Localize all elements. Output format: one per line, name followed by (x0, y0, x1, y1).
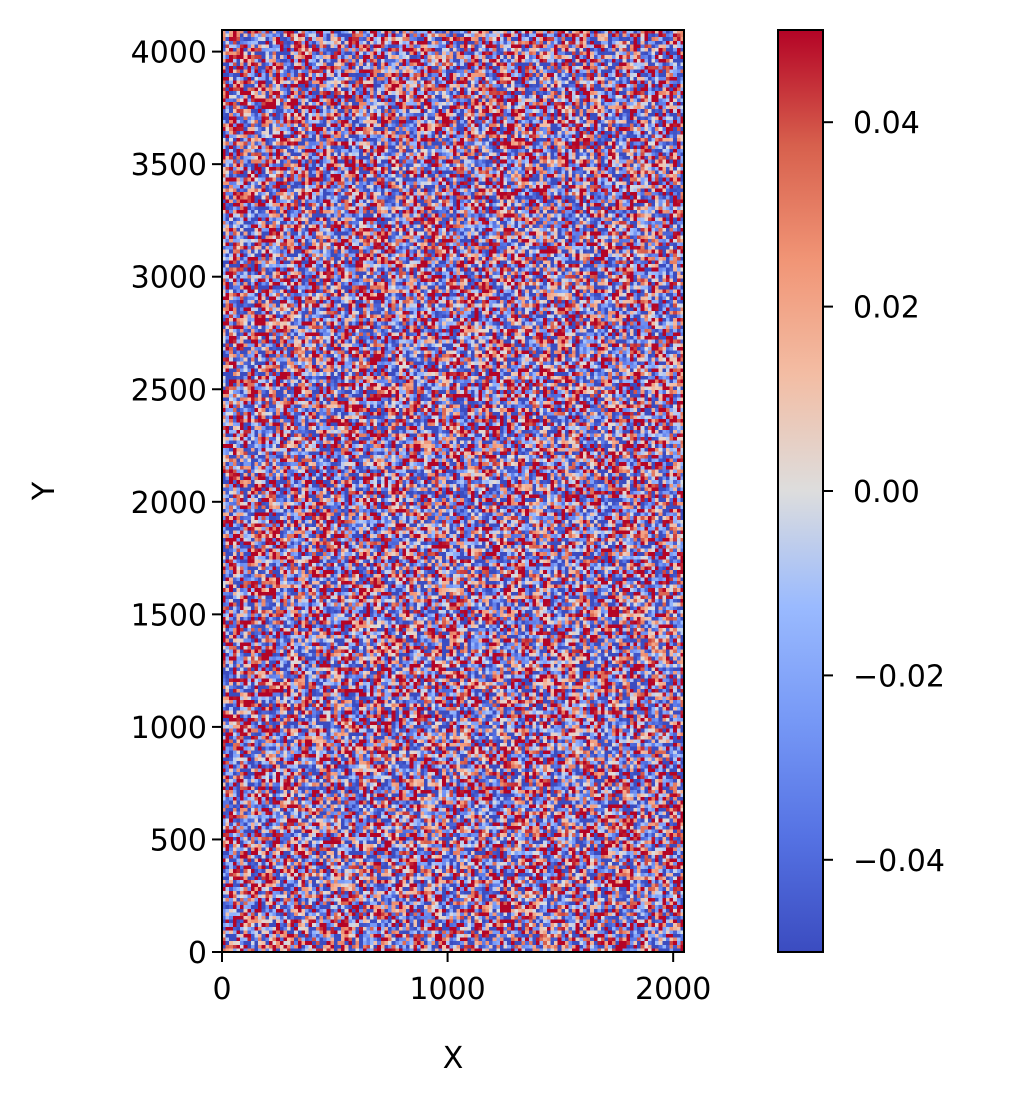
x-tick-label: 0 (212, 972, 231, 1007)
colorbar-tick-label: 0.04 (853, 106, 920, 141)
colorbar-tick-label: −0.04 (853, 844, 945, 879)
plot-frame (221, 29, 685, 953)
x-tick-label: 1000 (409, 972, 485, 1007)
colorbar-tick-label: 0.02 (853, 291, 920, 326)
y-tick-label: 1000 (131, 711, 207, 746)
y-tick-label: 0 (188, 936, 207, 971)
y-tick-label: 500 (150, 823, 207, 858)
colorbar-axis: −0.04 −0.02 0.00 0.02 0.04 (823, 106, 945, 879)
x-tick-label: 2000 (635, 972, 711, 1007)
y-tick-label: 2500 (131, 373, 207, 408)
y-axis-label: Y (27, 481, 62, 501)
y-tick-label: 1500 (131, 598, 207, 633)
colorbar (777, 29, 824, 953)
x-axis: 0 1000 2000 (212, 952, 711, 1007)
y-tick-label: 3000 (131, 261, 207, 296)
y-tick-label: 4000 (131, 36, 207, 71)
y-tick-label: 3500 (131, 148, 207, 183)
heatmap-image (222, 30, 684, 952)
colorbar-tick-label: 0.00 (853, 475, 920, 510)
colorbar-tick-label: −0.02 (853, 659, 945, 694)
y-axis: 0 500 1000 1500 2000 2500 3000 3500 4000 (131, 36, 222, 971)
y-tick-label: 2000 (131, 486, 207, 521)
x-axis-label: X (443, 1041, 464, 1076)
